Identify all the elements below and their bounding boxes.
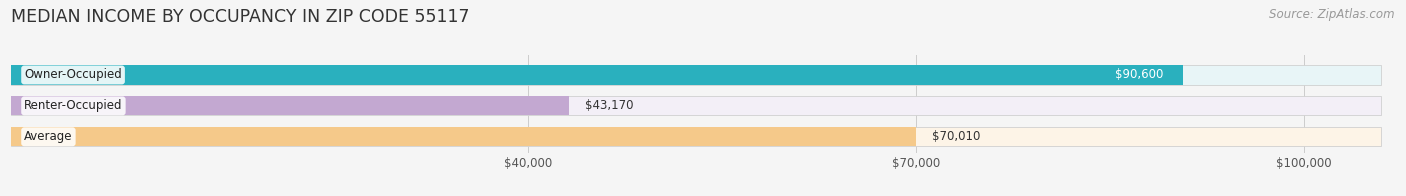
Text: Renter-Occupied: Renter-Occupied <box>24 99 122 112</box>
Bar <box>11 96 569 115</box>
Bar <box>11 65 1182 84</box>
Text: $43,170: $43,170 <box>585 99 634 112</box>
Text: $90,600: $90,600 <box>1115 68 1163 82</box>
Bar <box>11 127 917 146</box>
Text: MEDIAN INCOME BY OCCUPANCY IN ZIP CODE 55117: MEDIAN INCOME BY OCCUPANCY IN ZIP CODE 5… <box>11 8 470 26</box>
Text: Owner-Occupied: Owner-Occupied <box>24 68 122 82</box>
Text: Average: Average <box>24 130 73 143</box>
Bar <box>11 65 1381 84</box>
Bar <box>11 127 1381 146</box>
Bar <box>11 96 1381 115</box>
Text: $70,010: $70,010 <box>932 130 980 143</box>
Text: Source: ZipAtlas.com: Source: ZipAtlas.com <box>1270 8 1395 21</box>
